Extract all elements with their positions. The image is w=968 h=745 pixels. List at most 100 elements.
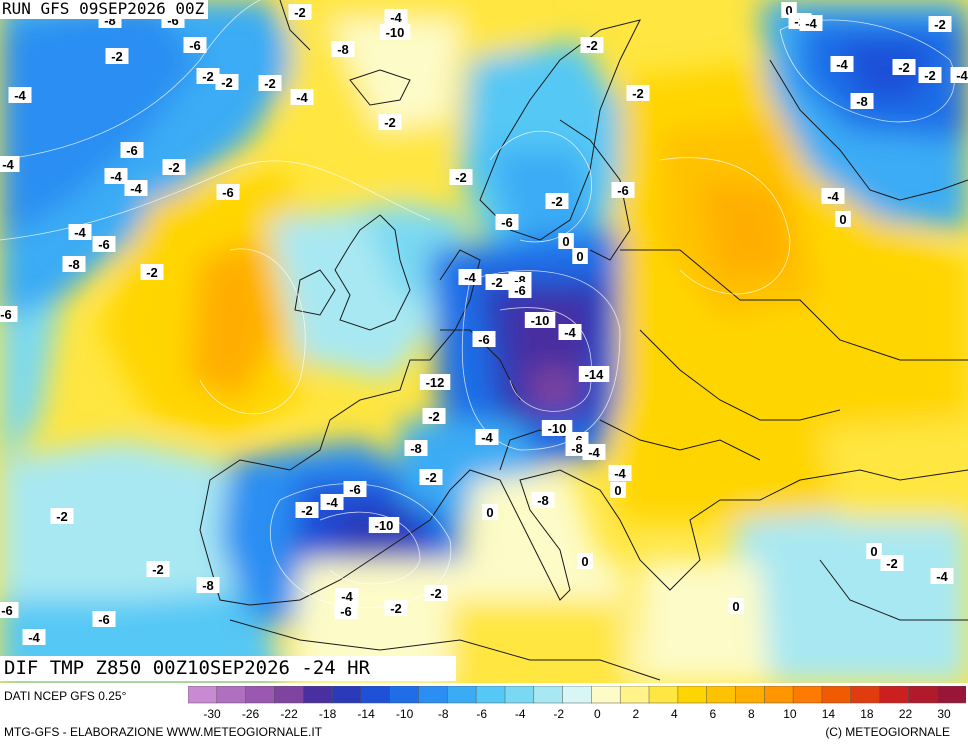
value-label-background	[449, 169, 473, 185]
contour-value-label: -2	[491, 275, 503, 290]
contour-value-label: -4	[588, 445, 600, 460]
value-label-background	[196, 577, 220, 593]
color-swatch	[619, 686, 650, 704]
contour-value-label: -2	[294, 5, 306, 20]
contour-value-label: -10	[375, 518, 394, 533]
color-swatch	[879, 686, 910, 704]
value-label-background	[866, 543, 882, 559]
color-swatch	[562, 686, 593, 704]
value-label-background	[334, 603, 358, 619]
color-swatch	[648, 686, 679, 704]
color-scale: -30 -26 -22 -18 -14 -10 -8 -6 -4 -2 0 2 4 6 8 10 14 18 22 3…	[188, 686, 966, 721]
contour-value-label: -8	[410, 441, 422, 456]
color-swatch	[850, 686, 881, 704]
value-label-background	[558, 324, 582, 340]
contour-value-label: -4	[2, 157, 14, 172]
contour-value-label: -8	[337, 42, 349, 57]
color-swatch	[735, 686, 766, 704]
color-swatch	[389, 686, 420, 704]
contour-value-label: -4	[14, 88, 26, 103]
credit-left: MTG-GFS - ELABORAZIONE WWW.METEOGIORNALE…	[4, 725, 323, 739]
contour-value-label: -4	[341, 589, 353, 604]
value-label-background	[508, 282, 532, 298]
scale-tick-label: 4	[671, 707, 678, 721]
value-label-background	[419, 469, 443, 485]
value-label-background	[124, 180, 148, 196]
value-label-background	[475, 429, 499, 445]
value-label-background	[92, 236, 116, 252]
value-label-background	[146, 561, 170, 577]
contour-value-label: -6	[1, 603, 13, 618]
contour-value-label: -2	[384, 115, 396, 130]
contour-value-label: -8	[202, 578, 214, 593]
value-label-background	[578, 366, 610, 382]
color-scale-tick-labels: -30 -26 -22 -18 -14 -10 -8 -6 -4 -2 0 2 4 6 8 10 14 18 22 3…	[203, 707, 951, 721]
contour-value-label: -6	[98, 612, 110, 627]
value-label-background	[950, 67, 968, 83]
value-label-background	[728, 598, 744, 614]
value-label-background	[495, 214, 519, 230]
value-label-background	[524, 312, 556, 328]
value-label-background	[50, 508, 74, 524]
contour-value-label: -2	[146, 265, 158, 280]
value-label-background	[295, 502, 319, 518]
color-swatch	[936, 686, 966, 704]
scale-tick-label: -22	[280, 707, 298, 721]
contour-value-label: -10	[531, 313, 550, 328]
value-label-background	[422, 408, 446, 424]
contour-value-label: -6	[349, 482, 361, 497]
contour-value-label: 0	[562, 234, 569, 249]
contour-value-label: -4	[110, 169, 122, 184]
contour-value-label: -2	[111, 49, 123, 64]
value-label-background	[62, 256, 86, 272]
value-label-background	[582, 444, 606, 460]
contour-value-label: -4	[936, 569, 948, 584]
value-label-background	[379, 24, 411, 40]
value-label-background	[22, 629, 46, 645]
contour-value-label: -4	[827, 189, 839, 204]
contour-value-label: -4	[390, 10, 402, 25]
map-canvas: -8 -6-2 -4-6-2 -8-10-4-2 -2-2-4-2-6-4-2-4 -6-…	[0, 0, 968, 683]
value-label-background	[105, 48, 129, 64]
value-label-background	[378, 114, 402, 130]
scale-tick-label: 30	[937, 707, 951, 721]
color-scale-swatches	[188, 686, 966, 704]
contour-value-label: -6	[126, 143, 138, 158]
contour-value-label: -4	[481, 430, 493, 445]
contour-value-label: -2	[898, 60, 910, 75]
value-label-background	[577, 553, 593, 569]
value-label-background	[835, 211, 851, 227]
color-swatch	[504, 686, 535, 704]
scale-tick-label: -8	[438, 707, 449, 721]
contour-value-label: -4	[326, 495, 338, 510]
value-label-background	[92, 611, 116, 627]
color-swatch	[533, 686, 564, 704]
scale-tick-label: 8	[748, 707, 755, 721]
contour-value-label: -2	[428, 409, 440, 424]
contour-value-label: -2	[264, 76, 276, 91]
contour-value-label: -2	[586, 38, 598, 53]
value-label-background	[140, 264, 164, 280]
contour-value-label: -2	[168, 160, 180, 175]
scale-tick-label: -6	[476, 707, 487, 721]
value-label-background	[918, 67, 942, 83]
contour-value-label: -4	[614, 466, 626, 481]
color-swatch	[188, 686, 218, 704]
color-swatch	[274, 686, 304, 704]
value-label-background	[384, 600, 408, 616]
scale-tick-label: 0	[594, 707, 601, 721]
color-swatch	[418, 686, 449, 704]
contour-value-label: -4	[564, 325, 576, 340]
contour-value-label: -6	[617, 183, 629, 198]
scale-tick-label: -14	[357, 707, 375, 721]
contour-value-labels: -8 -6-2 -4-6-2 -8-10-4-2 -2-2-4-2-6-4-2-4 -6-…	[0, 2, 968, 645]
data-source: DATI NCEP GFS 0.25°	[4, 689, 127, 703]
value-label-background	[572, 248, 588, 264]
value-label-background	[610, 482, 626, 498]
value-label-background	[482, 504, 498, 520]
scale-tick-label: 18	[860, 707, 874, 721]
contour-value-label: -6	[167, 13, 179, 28]
value-label-background	[424, 585, 448, 601]
footer: DATI NCEP GFS 0.25° -30 -26 -22 -18 -14 -10 -8…	[0, 683, 968, 745]
contour-value-label: 0	[732, 599, 739, 614]
